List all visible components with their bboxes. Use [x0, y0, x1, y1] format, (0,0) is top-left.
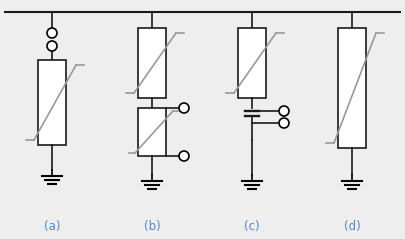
Text: (c): (c) — [244, 220, 260, 233]
Text: (d): (d) — [343, 220, 360, 233]
Text: (a): (a) — [44, 220, 60, 233]
Circle shape — [279, 118, 289, 128]
Bar — [138, 28, 166, 98]
Circle shape — [179, 151, 189, 161]
Bar — [338, 28, 366, 148]
Circle shape — [47, 41, 57, 51]
Circle shape — [279, 106, 289, 116]
Circle shape — [179, 103, 189, 113]
Bar — [38, 60, 66, 145]
Bar — [138, 108, 166, 156]
Bar — [238, 28, 266, 98]
Text: (b): (b) — [144, 220, 160, 233]
Circle shape — [47, 28, 57, 38]
